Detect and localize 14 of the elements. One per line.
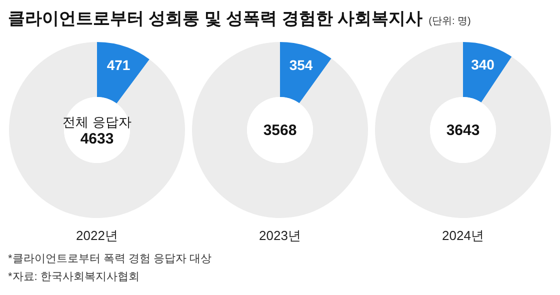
text: 3643 (446, 122, 480, 139)
text: 4633 (80, 130, 114, 148)
text: 전체 응답자 (62, 114, 132, 130)
text: 3568 (263, 122, 297, 139)
text: 클라이언트로부터 성희롱 및 성폭력 경험한 사회복지사 (8, 9, 423, 28)
text: 2024년 (442, 228, 484, 243)
text: *클라이언트로부터 폭력 경험 응답자 대상 (8, 253, 212, 265)
text: 2023년 (259, 228, 301, 243)
data-label: 471 (106, 56, 130, 73)
data-label: 354 (289, 56, 313, 73)
text: 2022년 (76, 228, 118, 243)
text: (단위: 명) (428, 16, 471, 27)
text: *자료: 한국사회복지사협회 (8, 271, 140, 283)
data-label: 340 (471, 56, 495, 72)
